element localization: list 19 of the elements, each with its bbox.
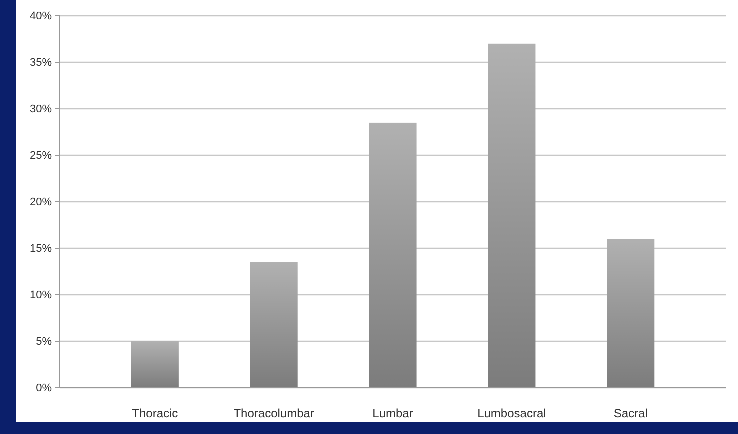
bar <box>607 239 655 388</box>
y-tick-label: 10% <box>30 290 52 302</box>
bar <box>250 262 298 388</box>
y-tick-label: 15% <box>30 243 52 256</box>
y-tick-label: 35% <box>30 57 52 70</box>
y-tick-label: 40% <box>30 10 52 23</box>
x-tick-label: Thoracolumbar <box>234 406 314 420</box>
y-tick-label: 20% <box>30 196 52 209</box>
y-tick-label: 30% <box>30 104 52 116</box>
y-tick-label: 25% <box>30 150 52 162</box>
x-tick-label: Sacral <box>614 406 648 420</box>
bar <box>369 122 417 388</box>
x-tick-label: Lumbosacral <box>478 406 546 420</box>
x-tick-label: Lumbar <box>372 406 414 420</box>
bar <box>131 342 179 388</box>
y-tick-label: 5% <box>36 336 52 348</box>
x-tick-label: Thoracic <box>132 406 178 420</box>
y-tick-label: 0% <box>36 382 52 395</box>
bar <box>488 44 536 388</box>
